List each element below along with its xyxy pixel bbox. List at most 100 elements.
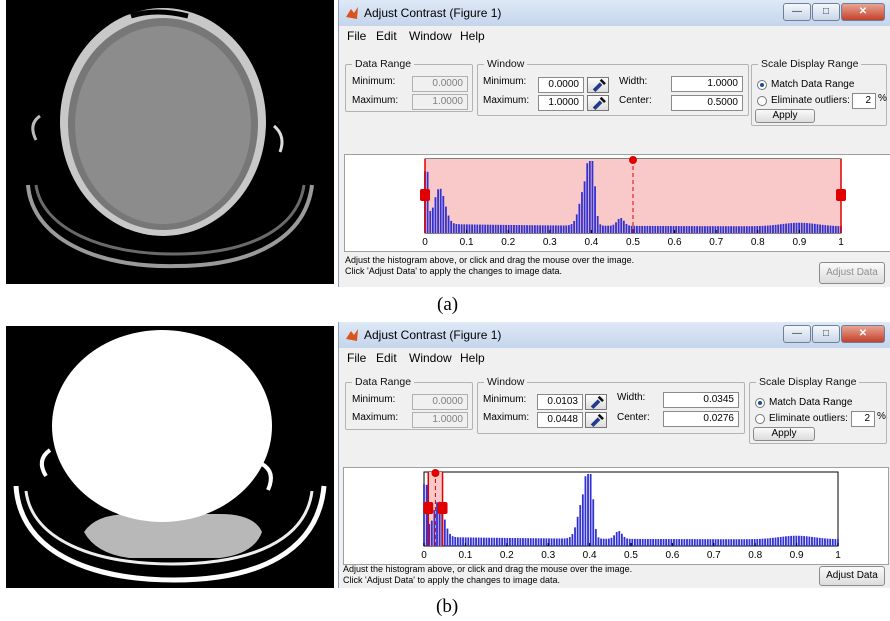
histogram-bar — [479, 224, 481, 233]
window-max-eyedropper-button[interactable] — [587, 95, 609, 111]
histogram-bar — [738, 226, 740, 233]
histogram-bar — [683, 539, 686, 546]
histogram-bar — [688, 226, 691, 233]
histogram-bar — [769, 538, 772, 546]
window-center-field[interactable]: 0.5000 — [671, 95, 743, 111]
outliers-percent-field[interactable]: 2 — [852, 93, 876, 109]
histogram-bar — [806, 223, 808, 233]
histogram-bar — [579, 505, 582, 546]
histogram-bar — [811, 223, 814, 233]
close-button[interactable]: ✕ — [841, 3, 885, 21]
menu-help[interactable]: Help — [460, 29, 485, 43]
histogram-bar — [588, 161, 591, 233]
window-width-field[interactable]: 0.0345 — [663, 392, 739, 408]
histogram-bar — [431, 207, 434, 233]
histogram-bar — [654, 225, 657, 233]
ct-image[interactable] — [6, 0, 334, 284]
histogram-bar — [451, 536, 454, 546]
maximize-button[interactable]: □ — [812, 3, 840, 21]
histogram-bar — [532, 538, 535, 546]
menu-help[interactable]: Help — [460, 351, 485, 365]
window-max-eyedropper-button[interactable] — [585, 412, 607, 428]
minimize-button[interactable]: — — [783, 325, 811, 343]
histogram-bar — [816, 537, 819, 546]
histogram-bar — [443, 519, 446, 546]
menu-edit[interactable]: Edit — [376, 29, 397, 43]
histogram-bar — [834, 539, 837, 546]
histogram-bar — [660, 539, 662, 546]
apply-button[interactable]: Apply — [755, 109, 815, 123]
histogram-bar — [821, 224, 824, 233]
histogram-bar — [481, 224, 484, 233]
x-tick-label: 0.2 — [500, 550, 514, 561]
histogram-bar — [769, 225, 772, 233]
window-min-handle — [420, 189, 430, 201]
ct-image[interactable] — [6, 326, 334, 588]
histogram-bar — [803, 536, 806, 546]
window-width-field[interactable]: 1.0000 — [671, 76, 743, 92]
histogram-bar — [766, 538, 769, 546]
data-range-group: Data Range — [345, 58, 473, 112]
eliminate-outliers-radio[interactable] — [757, 96, 767, 106]
histogram-bar — [607, 225, 610, 233]
histogram-bar — [753, 226, 756, 233]
window-min-eyedropper-button[interactable] — [585, 394, 607, 410]
menu-bar: File Edit Window Help — [339, 26, 890, 46]
histogram-bar — [570, 224, 573, 233]
histogram-bar — [696, 226, 699, 233]
close-button[interactable]: ✕ — [841, 325, 885, 343]
adjust-data-button[interactable]: Adjust Data — [819, 566, 885, 586]
apply-button[interactable]: Apply — [753, 427, 815, 441]
histogram-bar — [618, 531, 621, 546]
histogram-panel[interactable]: 0 0.1 0.2 0.3 0.4 0.5 0.6 0.7 0.8 0.9 1 — [343, 467, 889, 565]
histogram-bar — [665, 539, 668, 546]
window-max-field[interactable]: 1.0000 — [538, 95, 584, 111]
histogram-bar — [691, 539, 694, 546]
menu-file[interactable]: File — [347, 351, 367, 365]
data-min-label: Minimum: — [352, 394, 396, 405]
histogram-bar — [469, 537, 472, 546]
histogram-bar — [622, 220, 625, 233]
eliminate-outliers-label: Eliminate outliers: — [771, 95, 850, 106]
data-max-field: 1.0000 — [412, 94, 468, 110]
window-max-label: Maximum: — [483, 412, 530, 423]
x-tick-label: 0.6 — [668, 237, 682, 248]
histogram-bar — [455, 223, 458, 233]
title-bar[interactable]: Adjust Contrast (Figure 1) — □ ✕ — [339, 0, 890, 26]
histogram-bar — [553, 538, 556, 546]
menu-file[interactable]: File — [347, 29, 367, 43]
histogram-panel[interactable]: 0 0.1 0.2 0.3 0.4 0.5 0.6 0.7 0.8 0.9 1 — [344, 154, 890, 252]
x-tick-label: 0.4 — [584, 237, 598, 248]
menu-window[interactable]: Window — [409, 351, 452, 365]
histogram-bar — [509, 537, 511, 546]
histogram-bar — [531, 225, 534, 233]
histogram-bar — [756, 538, 759, 546]
window-min-field[interactable]: 0.0103 — [537, 394, 583, 410]
window-min-field[interactable]: 0.0000 — [538, 77, 584, 93]
histogram-bar — [522, 538, 524, 546]
histogram-bar — [727, 539, 730, 546]
window-min-eyedropper-button[interactable] — [587, 77, 609, 93]
adjust-data-button[interactable]: Adjust Data — [819, 262, 885, 284]
histogram-bar — [704, 539, 707, 546]
minimize-button[interactable]: — — [783, 3, 811, 21]
eliminate-outliers-radio[interactable] — [755, 414, 765, 424]
match-data-range-radio[interactable] — [757, 80, 767, 90]
histogram-bar — [772, 537, 774, 546]
histogram-bar — [675, 226, 678, 233]
menu-window[interactable]: Window — [409, 29, 452, 43]
histogram-bar — [672, 226, 675, 233]
maximize-button[interactable]: □ — [812, 325, 840, 343]
histogram-plot[interactable]: 0 0.1 0.2 0.3 0.4 0.5 0.6 0.7 0.8 0.9 1 — [345, 155, 890, 251]
histogram-bar — [748, 226, 751, 233]
window-max-field[interactable]: 0.0448 — [537, 412, 583, 428]
histogram-bar — [735, 226, 738, 233]
histogram-bar — [664, 226, 667, 233]
window-center-field[interactable]: 0.0276 — [663, 411, 739, 427]
outliers-percent-field[interactable]: 2 — [851, 411, 875, 427]
match-data-range-radio[interactable] — [755, 398, 765, 408]
menu-edit[interactable]: Edit — [376, 351, 397, 365]
x-tick-label: 0.6 — [665, 550, 679, 561]
histogram-plot[interactable]: 0 0.1 0.2 0.3 0.4 0.5 0.6 0.7 0.8 0.9 1 — [344, 468, 888, 564]
title-bar[interactable]: Adjust Contrast (Figure 1) — □ ✕ — [339, 322, 890, 348]
